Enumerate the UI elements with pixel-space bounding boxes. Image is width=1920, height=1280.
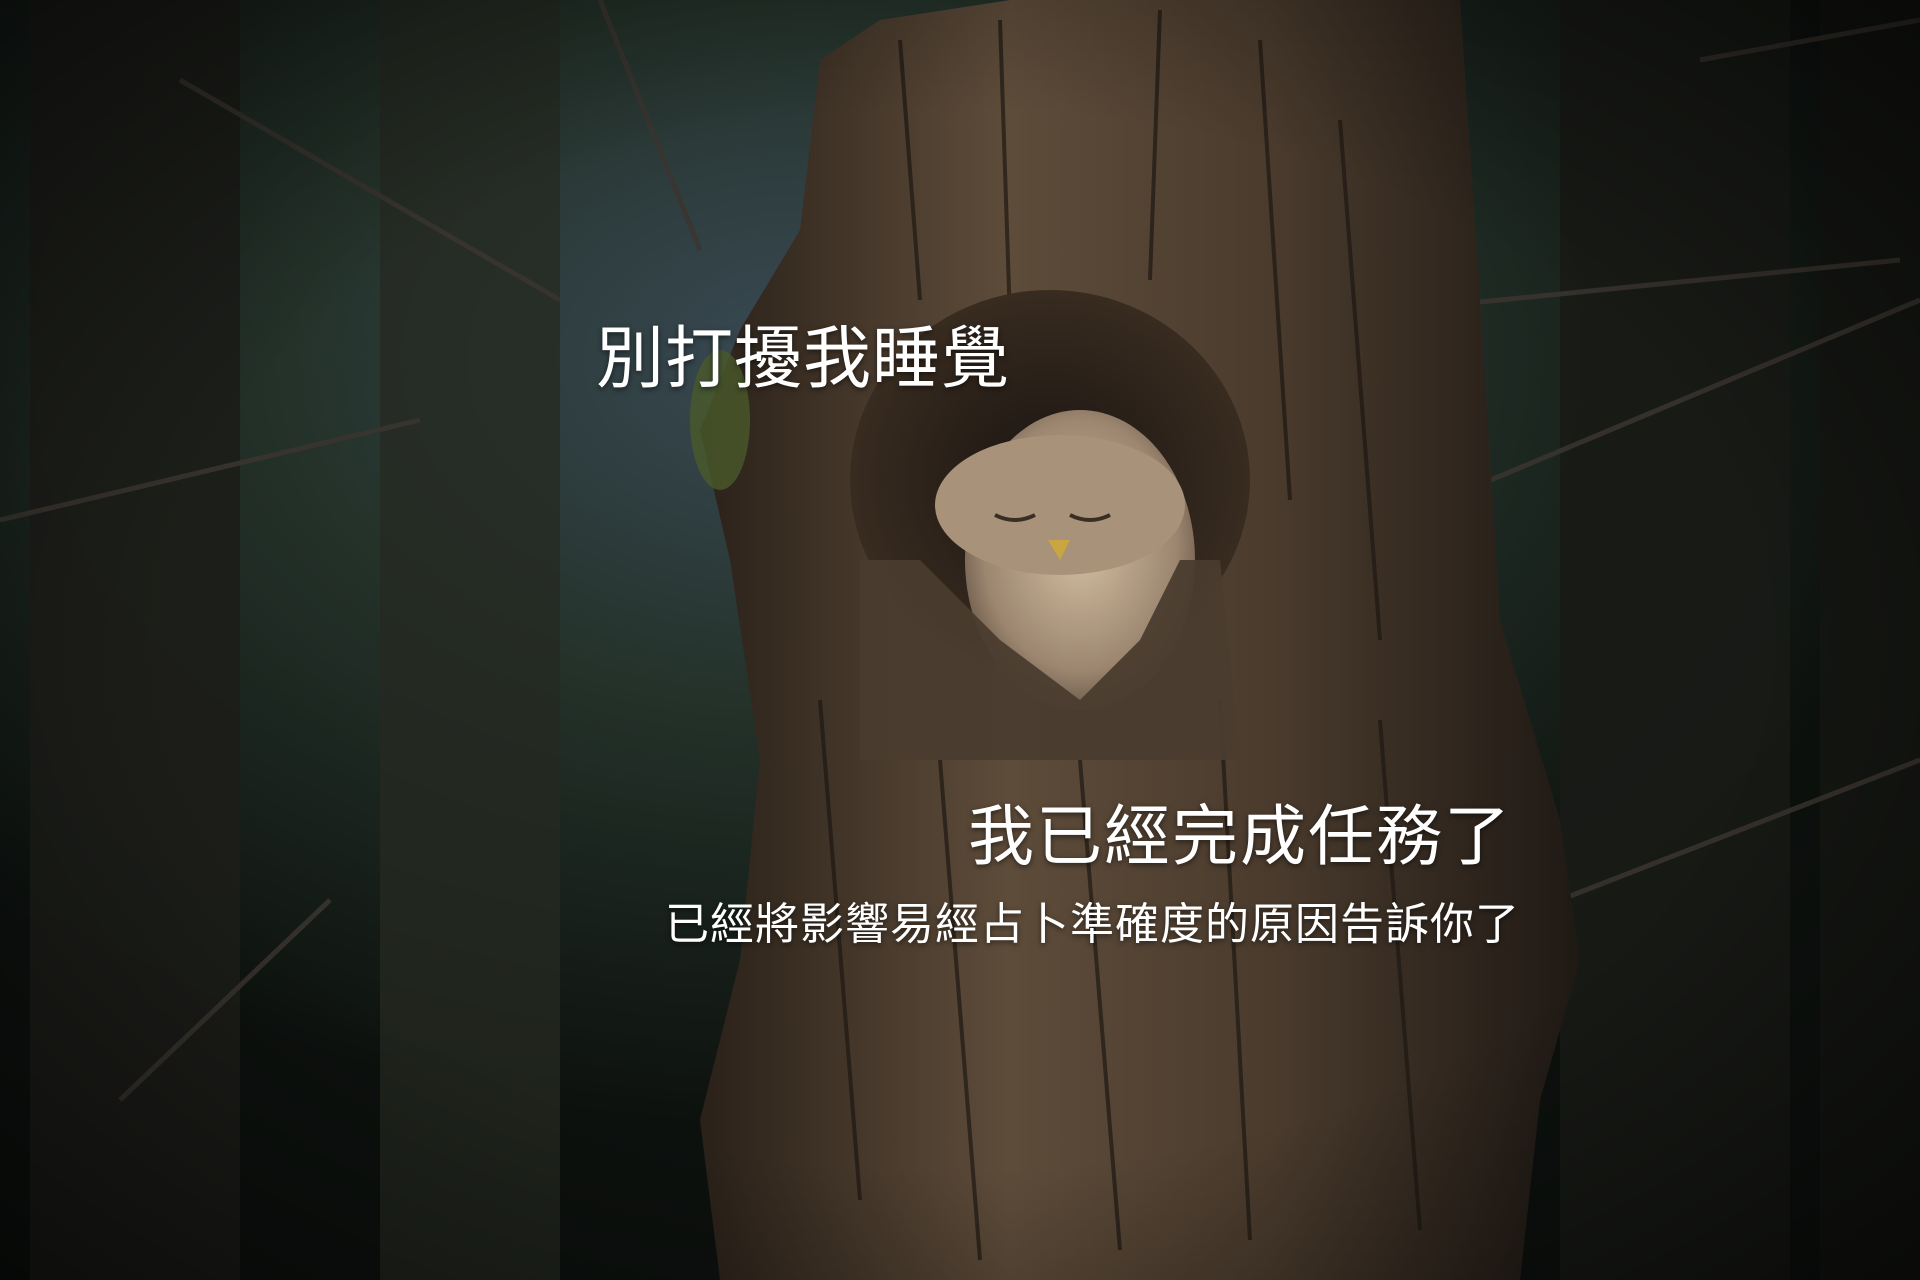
caption-sub: 已經將影響易經占卜準確度的原因告訴你了 — [665, 899, 1520, 950]
caption-main: 我已經完成任務了 — [968, 798, 1512, 875]
caption-top: 別打擾我睡覺 — [596, 320, 1011, 399]
